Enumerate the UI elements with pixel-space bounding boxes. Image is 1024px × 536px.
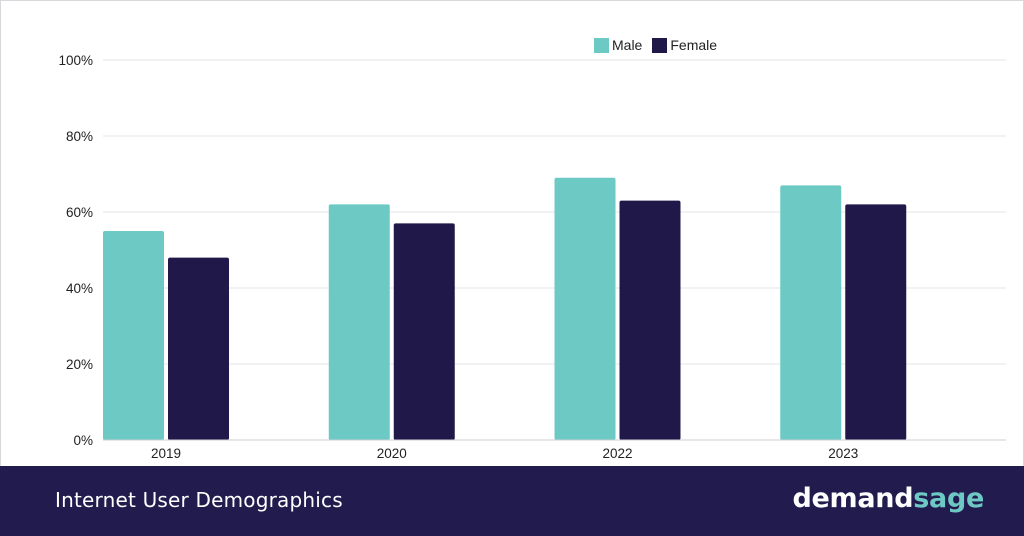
x-tick-label: 2023 [828, 446, 858, 461]
y-tick-label: 80% [66, 129, 93, 144]
y-tick-label: 100% [58, 53, 93, 68]
chart-area: 0% 20% 40% 60% 80% 100% 2019 2020 2022 2023 Male … [58, 37, 1006, 461]
y-tick-label: 40% [66, 281, 93, 296]
footer-banner: Internet User Demographics demandsage [0, 466, 1024, 536]
legend-item-female: Female [652, 37, 717, 53]
legend-item-male: Male [594, 37, 642, 53]
footer-title: Internet User Demographics [55, 488, 343, 512]
bar-female-2023 [845, 204, 907, 440]
y-tick-label: 0% [73, 433, 93, 448]
bar-chart: 0% 20% 40% 60% 80% 100% 2019 2020 2022 2023 [58, 53, 1006, 461]
brand-logo-part1: demand [792, 483, 914, 514]
x-tick-label: 2020 [377, 446, 407, 461]
chart-legend: Male Female [594, 37, 717, 53]
bar-female-2019 [168, 257, 229, 440]
bar-female-2020 [393, 223, 455, 440]
brand-logo: demandsage [792, 483, 985, 514]
legend-swatch-male [594, 37, 609, 53]
y-tick-label: 60% [66, 205, 93, 220]
bar-male-2019 [103, 231, 164, 440]
brand-logo-part2: sage [913, 483, 984, 514]
x-tick-label: 2019 [151, 446, 181, 461]
bar-male-2023 [780, 185, 842, 440]
bar-female-2022 [619, 200, 681, 440]
legend-swatch-female [652, 37, 668, 53]
bar-male-2020 [328, 204, 390, 440]
y-tick-label: 20% [66, 357, 93, 372]
bar-male-2022 [554, 177, 616, 441]
legend-label-female: Female [670, 37, 718, 53]
x-tick-label: 2022 [602, 446, 632, 461]
legend-label-male: Male [612, 37, 643, 53]
